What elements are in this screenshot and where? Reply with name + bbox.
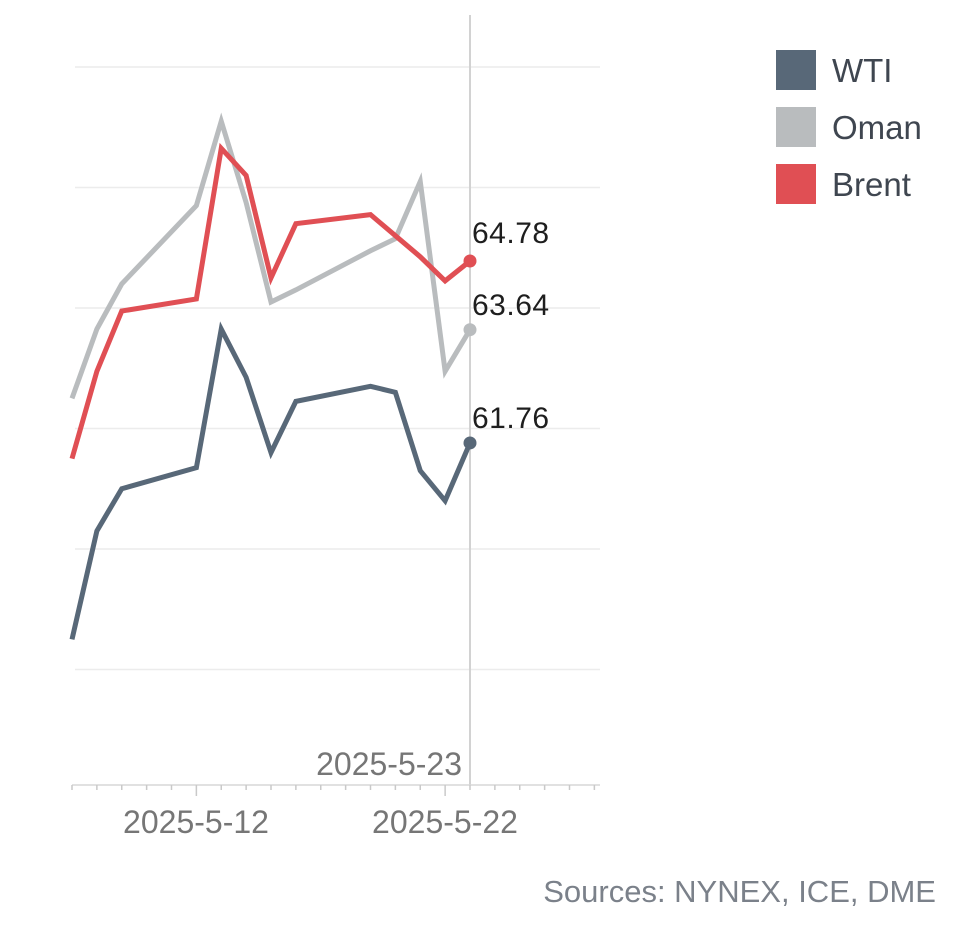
brent-legend-label: Brent <box>832 165 911 203</box>
brent-value-label: 64.78 <box>472 217 550 250</box>
wti-swatch <box>776 50 816 90</box>
x-tick-label-2025-5-22: 2025-5-22 <box>372 804 518 840</box>
wti-legend-label: WTI <box>832 51 893 89</box>
oman-swatch <box>776 107 816 147</box>
oman-end-dot[interactable] <box>463 323 477 337</box>
reference-line-label: 2025-5-23 <box>316 746 462 782</box>
legend-item-oman[interactable]: Oman <box>776 107 922 147</box>
brent-swatch <box>776 164 816 204</box>
legend-item-brent[interactable]: Brent <box>776 164 922 204</box>
wti-end-dot[interactable] <box>463 436 477 450</box>
wti-line[interactable] <box>69 321 473 640</box>
oman-value-label: 63.64 <box>472 289 550 322</box>
brent-end-dot[interactable] <box>463 254 477 268</box>
oman-legend-label: Oman <box>832 108 922 146</box>
legend-item-wti[interactable]: WTI <box>776 50 922 90</box>
oman-line[interactable] <box>69 112 473 400</box>
x-tick-label-2025-5-12: 2025-5-12 <box>123 804 269 840</box>
legend: WTI Oman Brent <box>776 50 922 204</box>
sources-note: Sources: NYNEX, ICE, DME <box>543 874 936 909</box>
wti-value-label: 61.76 <box>472 402 550 435</box>
brent-line[interactable] <box>69 142 472 460</box>
